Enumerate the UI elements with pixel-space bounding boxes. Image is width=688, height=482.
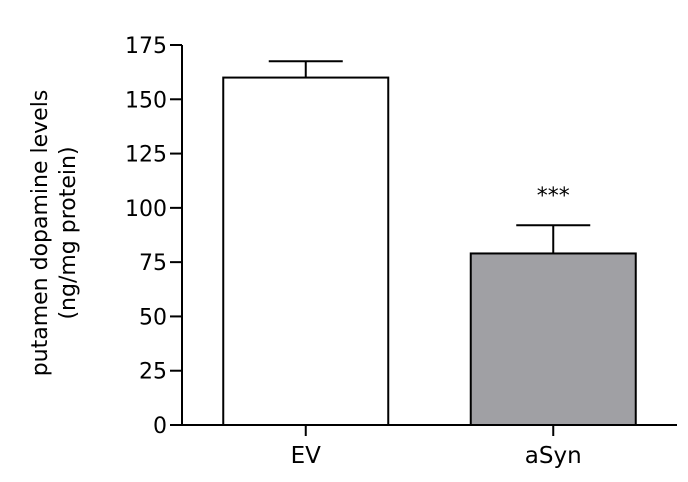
y-axis-label-line2: (ng/mg protein) [56,146,81,319]
y-tick-label: 150 [125,88,167,113]
significance-label: *** [537,184,570,209]
x-tick-label: aSyn [525,443,582,469]
y-axis-label: putamen dopamine levels (ng/mg protein) [28,90,81,377]
y-tick-label: 100 [125,197,167,222]
y-axis-label-line1: putamen dopamine levels [28,90,53,377]
y-tick-label: 175 [125,34,167,59]
y-tick-label: 50 [139,305,167,330]
x-axis: EV aSyn [182,424,677,469]
bar [222,76,390,426]
y-tick-label: 25 [139,360,167,385]
y-tick-label: 0 [153,414,167,439]
y-tick-label: 125 [125,143,167,168]
y-tick-label: 75 [139,251,167,276]
x-tick-label: EV [291,443,322,469]
y-axis: 0 25 50 75 100 125 150 175 [125,34,183,439]
bar [469,252,637,426]
bars: *** [222,60,637,426]
